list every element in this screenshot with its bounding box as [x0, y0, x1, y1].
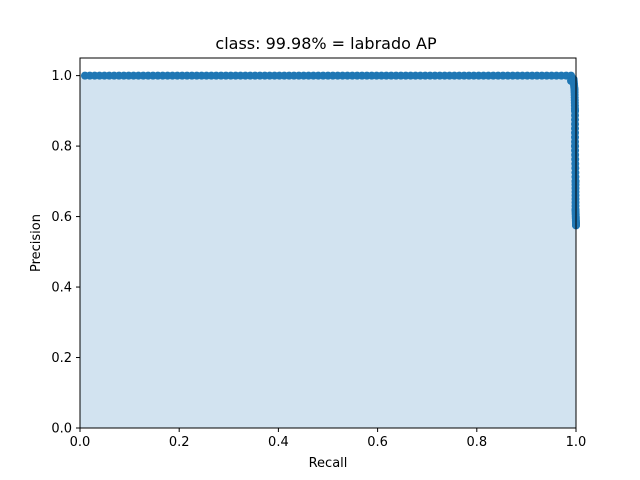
x-tick-label: 0.2 — [169, 435, 190, 450]
y-tick-label: 1.0 — [51, 69, 72, 84]
y-tick-label: 0.6 — [51, 210, 72, 225]
x-tick-label: 0.4 — [268, 435, 289, 450]
x-tick-label: 0.6 — [367, 435, 388, 450]
chart-title: class: 99.98% = labrado AP — [215, 34, 437, 53]
y-tick-label: 0.0 — [51, 422, 72, 437]
x-tick-label: 0.8 — [466, 435, 487, 450]
y-tick-label: 0.8 — [51, 140, 72, 155]
y-axis-label: Precision — [29, 214, 44, 272]
axis-ticks: 0.0 0.2 0.4 0.6 0.8 1.0 0.0 0.2 0.4 0.6 0.8 1.0 — [51, 69, 586, 450]
x-tick-label: 0.0 — [70, 435, 91, 450]
y-tick-label: 0.2 — [51, 351, 72, 366]
x-tick-label: 1.0 — [566, 435, 587, 450]
plot-area — [80, 71, 580, 428]
pr-area-fill — [80, 75, 576, 428]
y-tick-label: 0.4 — [51, 281, 72, 296]
x-axis-label: Recall — [309, 456, 348, 471]
plot-frame — [79, 57, 577, 429]
